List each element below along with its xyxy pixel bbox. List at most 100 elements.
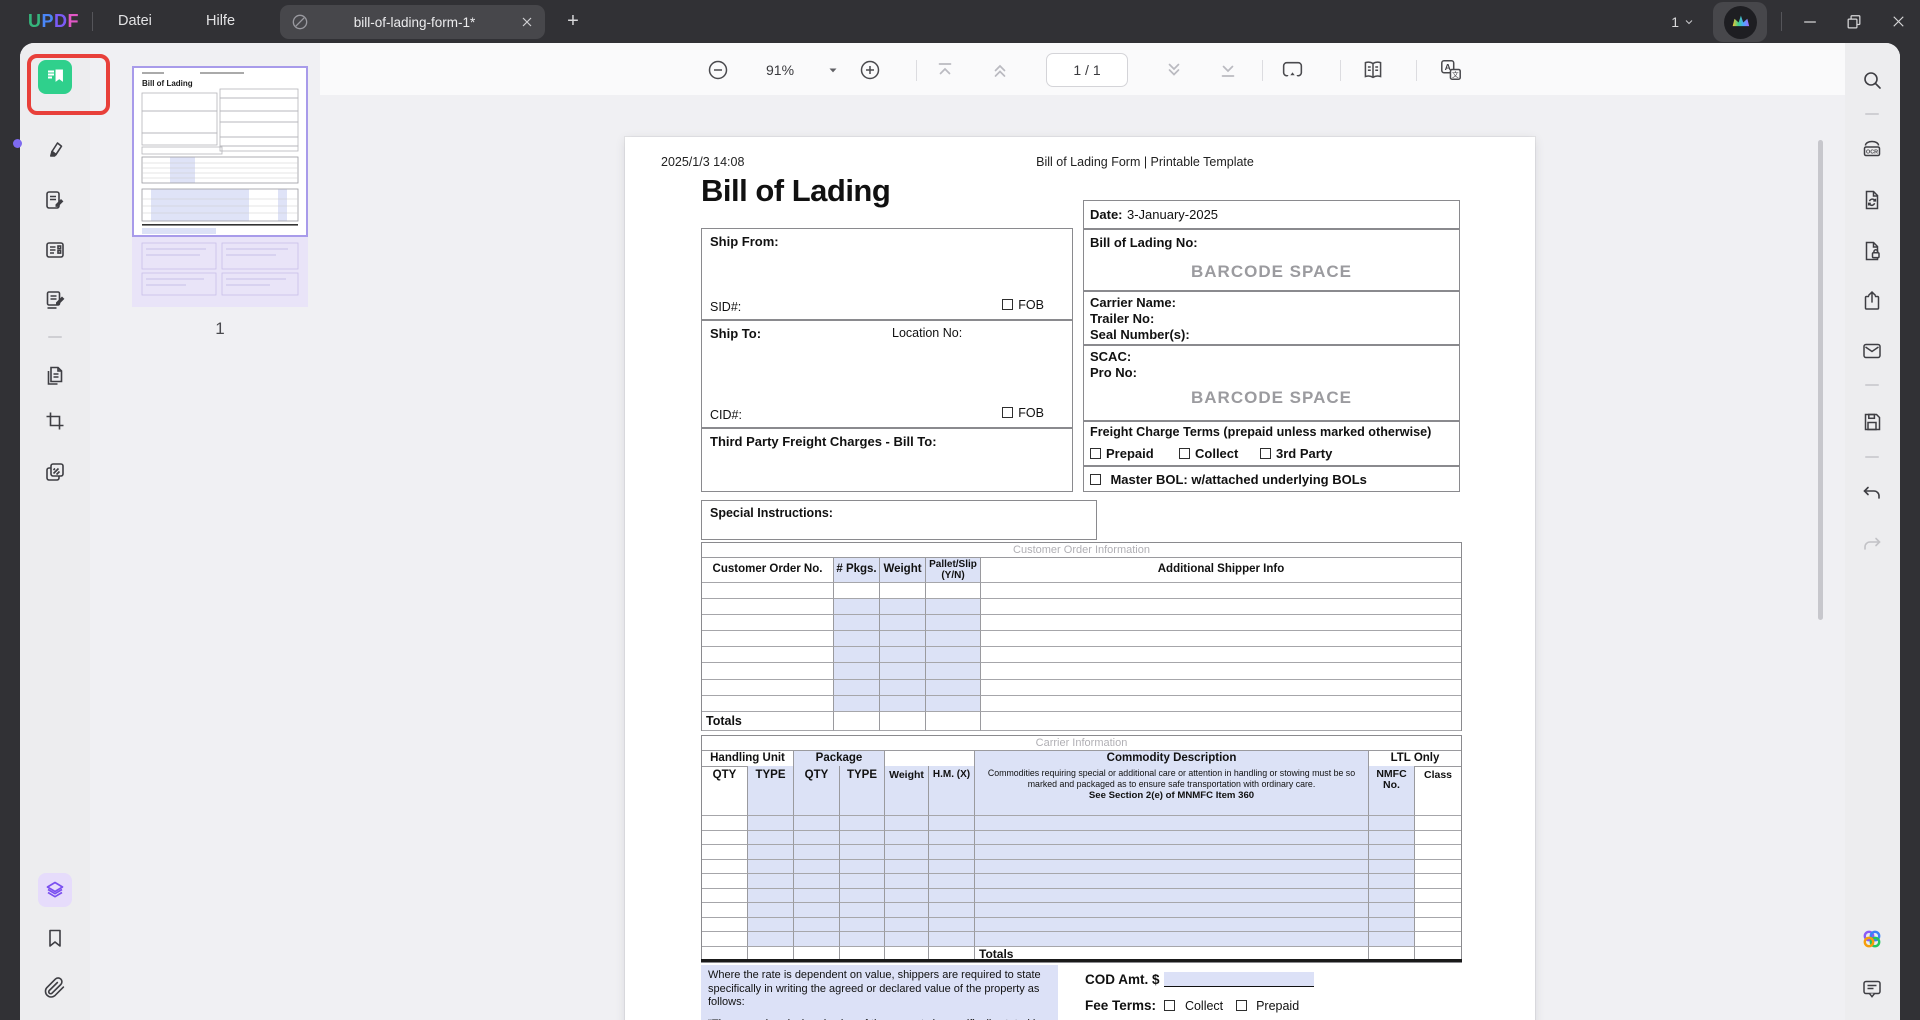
minimize-button[interactable] <box>1788 0 1832 43</box>
empty-table-row <box>702 859 1461 874</box>
protect-tool[interactable] <box>1860 239 1884 263</box>
tab-close-icon[interactable] <box>519 14 535 30</box>
undo-button[interactable] <box>1860 481 1884 505</box>
svg-text:Bill of Lading: Bill of Lading <box>142 79 193 88</box>
zoom-level[interactable]: 91% <box>766 62 795 78</box>
prev-page-button[interactable] <box>988 58 1012 82</box>
organize-pages-tool[interactable] <box>43 364 67 388</box>
page-thumbnail-lower[interactable] <box>132 237 308 307</box>
scac-box[interactable]: SCAC: Pro No: BARCODE SPACE <box>1083 345 1460 421</box>
fee-terms-label: Fee Terms: <box>1085 998 1157 1013</box>
comment-tool[interactable] <box>43 138 67 162</box>
first-page-button[interactable] <box>933 58 957 82</box>
ai-assistant-button[interactable] <box>1860 927 1884 951</box>
reader-mode-button[interactable] <box>1360 57 1386 83</box>
freight-option-3rd-party[interactable]: 3rd Party <box>1260 445 1332 463</box>
edit-pdf-tool[interactable] <box>43 188 67 212</box>
tab-count-dropdown[interactable]: 1 <box>1671 14 1695 30</box>
zoom-in-button[interactable] <box>858 58 882 82</box>
cod-amount-field[interactable] <box>1163 972 1314 987</box>
email-tool[interactable] <box>1860 339 1884 363</box>
master-bol-checkbox[interactable] <box>1090 474 1101 485</box>
close-button[interactable] <box>1876 0 1920 43</box>
red-annotation-box <box>27 54 110 115</box>
rail-divider <box>1865 384 1879 386</box>
fee-prepaid-checkbox[interactable] <box>1235 1000 1247 1011</box>
svg-text:OCR: OCR <box>1866 149 1878 155</box>
svg-text:文: 文 <box>1452 70 1459 79</box>
document-tab[interactable]: bill-of-lading-form-1* <box>280 5 545 39</box>
presentation-button[interactable] <box>1280 58 1305 83</box>
attachment-tool[interactable] <box>43 976 67 1000</box>
master-bol-box[interactable]: Master BOL: w/attached underlying BOLs <box>1083 466 1460 492</box>
menu-datei[interactable]: Datei <box>118 13 152 29</box>
fob-option-1[interactable]: FOB <box>1002 296 1044 314</box>
barcode-placeholder: BARCODE SPACE <box>1191 262 1352 281</box>
ship-from-label: Ship From: <box>710 234 779 249</box>
bookmark-tool[interactable] <box>43 926 67 950</box>
double-chevron-down-icon <box>1168 63 1180 76</box>
cod-amount-row[interactable]: COD Amt. $ <box>1085 971 1314 989</box>
freight-option-collect[interactable]: Collect <box>1179 445 1238 463</box>
freight-option-prepaid[interactable]: Prepaid <box>1090 445 1154 463</box>
document-viewport[interactable]: 91% 1 / 1 <box>320 43 1845 1020</box>
third-party-checkbox[interactable] <box>1260 448 1271 459</box>
pdf-page[interactable]: 2025/1/3 14:08 Bill of Lading Form | Pri… <box>625 137 1535 1020</box>
empty-table-row <box>702 631 1461 648</box>
crop-tool[interactable] <box>43 409 67 433</box>
commodity-note-bold: See Section 2(e) of MNMFC Item 360 <box>1088 790 1255 801</box>
fob-option-2[interactable]: FOB <box>1002 404 1044 422</box>
convert-tool[interactable] <box>1860 188 1884 212</box>
vertical-scrollbar[interactable] <box>1818 140 1823 620</box>
last-page-button[interactable] <box>1216 58 1240 82</box>
redo-button[interactable] <box>1860 532 1884 556</box>
page-thumbnail[interactable]: Bill of Lading <box>132 66 308 237</box>
page-edit-tool[interactable] <box>43 288 67 312</box>
printed-header: Bill of Lading Form | Printable Template <box>1036 155 1254 169</box>
carrier-table[interactable]: Carrier Information Handling Unit Packag… <box>701 735 1462 963</box>
empty-table-row <box>702 874 1461 889</box>
maximize-button[interactable] <box>1832 0 1876 43</box>
new-tab-button[interactable]: + <box>567 10 579 32</box>
empty-table-row <box>702 830 1461 845</box>
empty-table-row <box>702 917 1461 932</box>
zoom-out-button[interactable] <box>706 58 730 82</box>
thumbnail-panel-tool[interactable] <box>38 60 72 94</box>
special-instructions-box[interactable]: Special Instructions: <box>701 500 1097 540</box>
caret-down-icon <box>829 68 837 73</box>
save-tool[interactable] <box>1860 410 1884 434</box>
avatar[interactable] <box>1713 2 1767 42</box>
page-number-input[interactable]: 1 / 1 <box>1046 53 1128 87</box>
fob-checkbox-2[interactable] <box>1002 407 1014 418</box>
date-box[interactable]: Date: 3-January-2025 <box>1083 200 1460 229</box>
carrier-box[interactable]: Carrier Name: Trailer No: Seal Number(s)… <box>1083 291 1460 345</box>
zoom-out-icon <box>708 60 728 80</box>
ocr-tool[interactable]: OCR <box>1860 137 1884 161</box>
empty-table-row <box>702 932 1461 947</box>
prepaid-checkbox[interactable] <box>1090 448 1101 459</box>
feedback-button[interactable] <box>1860 977 1884 1001</box>
watermark-tool[interactable] <box>43 460 67 484</box>
zoom-dropdown[interactable] <box>826 63 840 77</box>
fob-checkbox-1[interactable] <box>1002 299 1014 310</box>
ship-from-box[interactable]: Ship From: SID#: FOB <box>701 228 1073 320</box>
collect-checkbox[interactable] <box>1179 448 1190 459</box>
pages-icon <box>47 366 63 385</box>
ship-to-box[interactable]: Ship To: Location No: CID#: FOB <box>701 320 1073 428</box>
layers-tool[interactable] <box>38 873 72 907</box>
search-tool[interactable] <box>1860 68 1884 92</box>
bol-no-box[interactable]: Bill of Lading No: BARCODE SPACE <box>1083 229 1460 291</box>
form-tool[interactable] <box>43 238 67 262</box>
menu-hilfe[interactable]: Hilfe <box>206 13 236 29</box>
translate-button[interactable]: A 文 <box>1438 57 1464 83</box>
freight-terms-box[interactable]: Freight Charge Terms (prepaid unless mar… <box>1083 421 1460 466</box>
share-tool[interactable] <box>1860 289 1884 313</box>
empty-table-row <box>702 816 1461 831</box>
next-page-button[interactable] <box>1162 58 1186 82</box>
toolbar-divider <box>1262 60 1263 81</box>
ship-to-label: Ship To: <box>710 326 762 341</box>
customer-order-table[interactable]: Customer Order Information Customer Orde… <box>701 542 1462 731</box>
fee-collect-checkbox[interactable] <box>1164 1000 1176 1011</box>
third-party-box[interactable]: Third Party Freight Charges - Bill To: <box>701 428 1073 492</box>
thumbnail-page-number: 1 <box>215 319 225 338</box>
